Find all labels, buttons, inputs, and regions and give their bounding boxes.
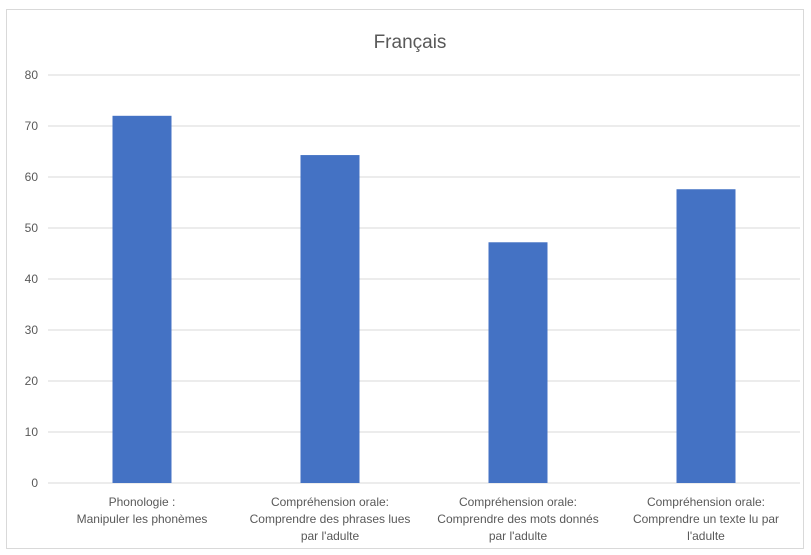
gridlines [48,74,800,484]
x-category-label-line: par l'adulte [301,529,360,543]
y-tick-label: 50 [25,221,39,235]
x-category-label-line: Compréhension orale: [459,495,577,509]
bar-1 [112,115,172,484]
x-category-label-line: Comprendre des phrases lues [250,512,411,526]
bar-4 [676,189,736,484]
x-axis-category-labels: Phonologie : Manipuler les phonèmes Compré… [77,495,779,543]
bar-3 [488,242,548,483]
y-tick-label: 0 [31,476,38,490]
y-tick-label: 60 [25,170,39,184]
x-category-label-2: Compréhension orale: Comprendre des phras… [250,495,411,543]
y-tick-label: 10 [25,425,39,439]
chart-title: Français [374,32,447,53]
x-category-label-3: Compréhension orale: Comprendre des mots … [437,495,598,543]
x-category-label-line: Comprendre des mots donnés [437,512,598,526]
y-tick-label: 80 [25,68,39,82]
bar-2 [300,155,360,483]
y-tick-label: 40 [25,272,39,286]
x-category-label-line: Compréhension orale: [271,495,389,509]
y-tick-label: 70 [25,119,39,133]
x-category-label-line: Compréhension orale: [647,495,765,509]
x-category-label-line: Manipuler les phonèmes [77,512,208,526]
x-category-label-line: l'adulte [687,529,725,543]
x-category-label-line: Phonologie : [109,495,176,509]
x-category-label-line: par l'adulte [489,529,548,543]
y-tick-label: 30 [25,323,39,337]
y-tick-label: 20 [25,374,39,388]
y-axis-ticks: 0 10 20 30 40 50 60 70 80 [25,68,39,490]
x-category-label-4: Compréhension orale: Comprendre un texte … [633,495,779,543]
bars [112,115,736,484]
x-category-label-line: Comprendre un texte lu par [633,512,779,526]
x-category-label-1: Phonologie : Manipuler les phonèmes [77,495,208,526]
